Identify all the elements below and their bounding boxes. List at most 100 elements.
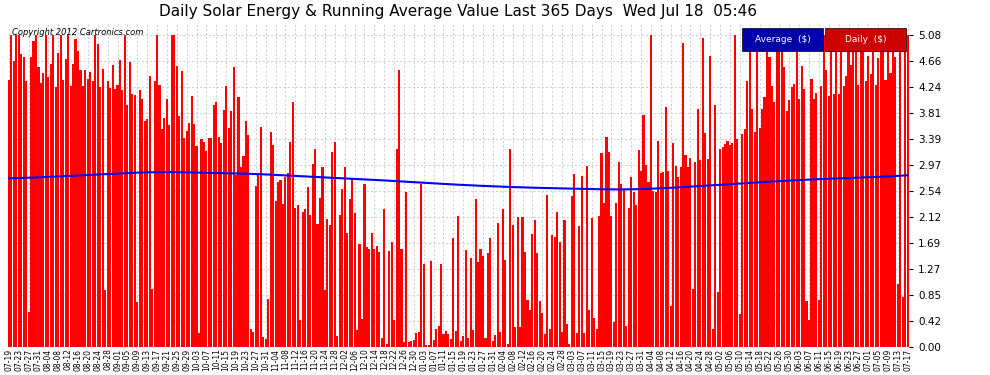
Bar [339,214,341,347]
Bar [748,35,750,347]
Bar [124,35,126,347]
Bar [84,70,86,347]
Bar [727,141,729,347]
Bar [180,71,183,347]
Bar [836,35,838,347]
Bar [484,338,486,347]
Bar [183,138,185,347]
Bar [608,152,610,347]
Bar [25,81,27,347]
Bar [887,35,889,347]
Bar [299,320,301,347]
Bar [635,205,638,347]
Bar [798,99,800,347]
Bar [773,102,775,347]
Bar [220,143,223,347]
Bar [649,35,652,347]
Bar [558,242,560,347]
Bar [368,249,370,347]
Bar [464,251,466,347]
Bar [176,66,178,347]
Bar [517,217,519,347]
Bar [509,148,511,347]
Bar [838,94,840,347]
Bar [10,35,12,347]
Bar [366,247,368,347]
Bar [373,249,375,347]
Bar [445,332,447,347]
Bar [287,173,289,347]
Bar [64,60,66,347]
Bar [87,79,89,347]
Bar [302,212,304,347]
Bar [864,81,867,347]
Bar [623,190,625,347]
Bar [218,137,220,347]
Bar [857,85,859,347]
Bar [633,192,635,347]
Bar [142,99,144,347]
Bar [82,86,84,347]
Bar [845,76,847,347]
Bar [69,86,71,347]
Bar [662,172,664,347]
Bar [793,84,795,347]
Bar [122,90,124,347]
Bar [808,320,810,347]
Bar [267,299,269,347]
Bar [99,87,101,347]
Bar [200,139,203,347]
Bar [771,86,773,347]
Bar [899,35,902,347]
Bar [763,97,765,347]
Bar [497,224,499,347]
Bar [77,51,79,347]
Bar [161,129,163,347]
Bar [171,35,173,347]
Bar [707,159,709,347]
Bar [129,62,131,347]
Bar [578,226,580,347]
Bar [821,86,823,347]
Bar [195,146,198,347]
Bar [376,246,378,347]
Bar [361,320,363,347]
Bar [324,290,326,347]
Bar [677,177,679,347]
Bar [351,179,353,347]
Bar [163,118,165,347]
Bar [38,66,40,347]
Bar [245,121,247,347]
Bar [842,86,844,347]
Bar [512,225,514,347]
Bar [198,333,200,347]
Bar [127,105,129,347]
Bar [611,216,613,347]
Bar [107,81,109,347]
Bar [847,35,849,347]
Bar [652,190,654,347]
Bar [346,233,348,347]
Bar [519,327,521,347]
Bar [674,166,677,347]
Bar [664,106,667,347]
Bar [43,73,45,347]
Bar [621,184,623,347]
Bar [28,312,30,347]
Bar [734,35,736,347]
Bar [647,183,649,347]
Bar [487,253,489,347]
Bar [102,69,104,347]
Bar [173,35,175,347]
Bar [548,329,550,347]
Bar [603,203,605,347]
Bar [13,61,15,347]
Bar [529,310,531,347]
Bar [596,329,598,347]
Bar [403,342,405,347]
Bar [294,208,296,347]
Bar [781,38,783,347]
Bar [452,238,454,347]
Bar [704,133,706,347]
Bar [761,109,763,347]
